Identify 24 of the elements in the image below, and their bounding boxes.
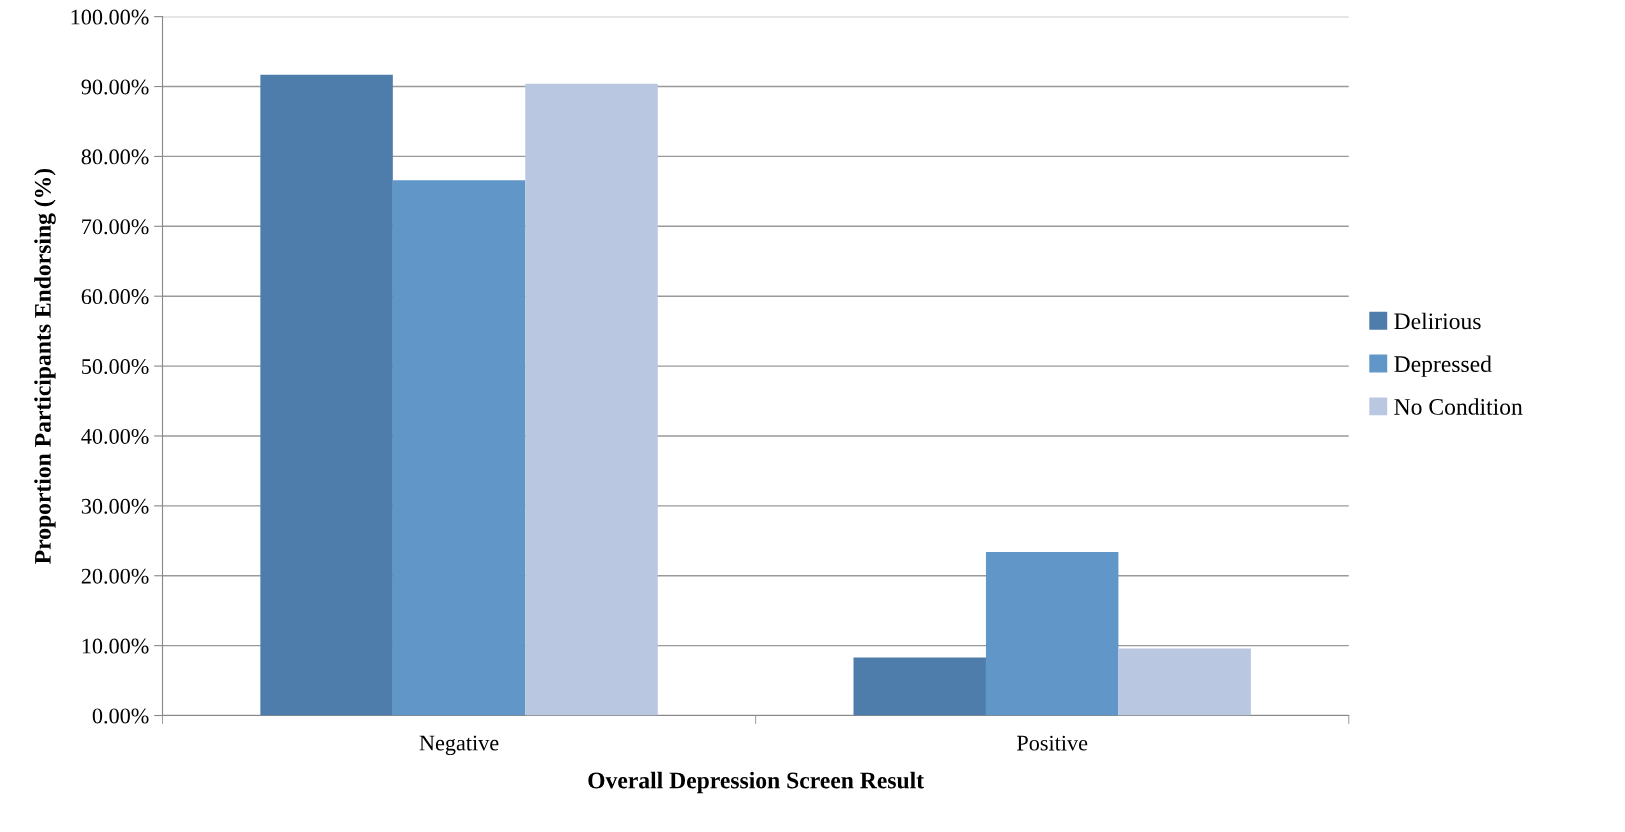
y-axis-title: Proportion Participants Endorsing (%)	[34, 168, 56, 564]
bar	[853, 657, 986, 716]
y-tick-label: 90.00%	[81, 79, 149, 95]
y-tick-label: 40.00%	[81, 428, 149, 444]
bar	[260, 74, 393, 716]
x-tick-label: Negative	[419, 735, 499, 756]
y-tick-label: 20.00%	[81, 568, 149, 584]
legend-label: Depressed	[1394, 355, 1492, 377]
y-tick-label: 0.00%	[92, 708, 149, 724]
y-tick-label: 100.00%	[71, 9, 149, 25]
bar	[985, 551, 1119, 716]
y-tick-label: 60.00%	[81, 289, 149, 305]
y-tick-label: 30.00%	[81, 498, 149, 514]
bar	[1118, 648, 1251, 716]
x-tick-label: Positive	[1017, 735, 1088, 751]
legend-label: No Condition	[1394, 398, 1523, 415]
y-tick-label: 10.00%	[82, 638, 149, 654]
y-tick-label: 80.00%	[81, 149, 149, 165]
y-tick-label: 50.00%	[82, 359, 149, 375]
bar	[392, 180, 526, 716]
legend-label: Delirious	[1394, 312, 1481, 330]
bar	[525, 83, 658, 716]
y-tick-label: 70.00%	[82, 219, 149, 235]
x-axis-title: Overall Depression Screen Result	[588, 771, 924, 794]
